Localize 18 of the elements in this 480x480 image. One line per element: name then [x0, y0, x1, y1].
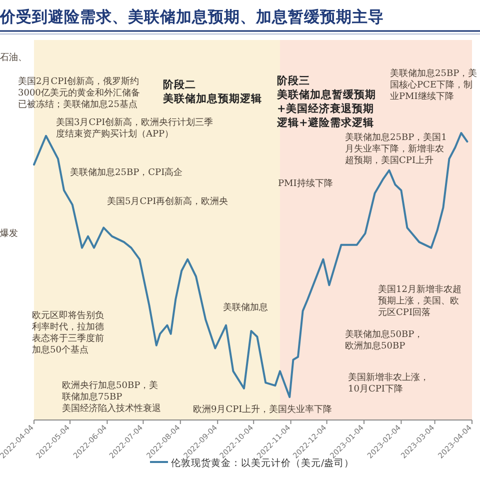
annotation: 美国5月CPI再创新高，欧洲央 — [107, 196, 228, 207]
annotation: 美联储加息25BP，美国1月失业率下降，新增非农超预期，美国CPI上升 — [345, 132, 447, 166]
annotation: 美联储加息25BP，CPI高企 — [70, 167, 183, 178]
annotation: PMI持续下降 — [278, 178, 333, 189]
annotation: 美联储加息 — [223, 302, 268, 313]
annotation: 美国新增非农上涨，10月CPI下降 — [348, 372, 429, 394]
text: 石油、 — [0, 52, 27, 63]
annotation: 美国12月新增非农超预期上涨，美国、欧元区CPI回落 — [378, 284, 462, 318]
text: 美联储加息25BP，美国核心PCE下降，制业PMI继续下降 — [390, 68, 478, 102]
annotation: 欧元区即将告别负利率时代，拉加德表态将于三季度前加息50个基点 — [32, 310, 104, 356]
annotation: 美国3月CPI创新高，欧洲央行计划三季度结束资产购买计划（APP） — [56, 117, 214, 140]
annotation: 欧洲央行加息50BP，美联储加息75BP美国经济陷入技术性衰退 — [62, 380, 161, 414]
text: 爆发 — [0, 228, 18, 239]
band-label: 阶段三美联储加息暂缓预期+美国经济衰退预期逻辑+避险需求逻辑 — [276, 74, 376, 129]
band-label: 阶段二美联储加息预期逻辑 — [162, 78, 262, 105]
annotation: 美联储加息50BP，欧洲加息50BP — [345, 329, 424, 352]
text: 美国2月CPI创新高，俄罗斯约3000亿美元的黄金和外汇储备已被冻结；美联储加息25基点 — [18, 76, 140, 110]
annotation: 欧洲9月CPI上升，美国失业率下降 — [193, 404, 332, 415]
